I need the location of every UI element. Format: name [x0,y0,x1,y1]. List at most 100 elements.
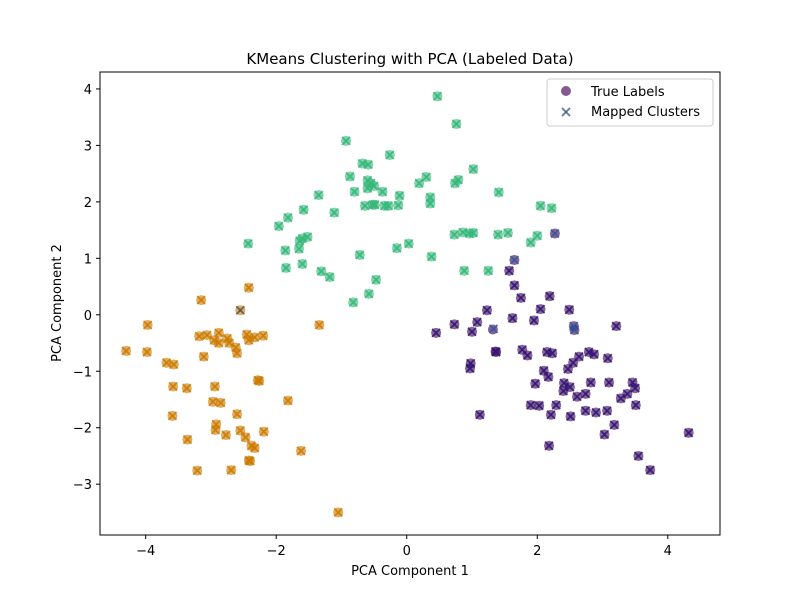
mapped-cluster-point [483,266,493,276]
mapped-cluster-point [254,376,264,386]
mapped-cluster-point [232,348,242,358]
y-tick-label: −3 [73,478,92,493]
mapped-cluster-point [392,243,402,253]
mapped-cluster-point [333,507,343,518]
mapped-cluster-point [475,410,485,420]
mapped-cluster-point [599,429,610,440]
mapped-cluster-point [551,400,561,410]
mapped-cluster-point [449,229,460,240]
mapped-cluster-point [377,187,388,197]
mapped-cluster-point [240,432,251,442]
mapped-cluster-point [296,446,306,456]
mapped-cluster-point [684,428,694,438]
mapped-cluster-point [226,465,236,475]
mapped-cluster-point [142,347,152,357]
mapped-cluster-point [451,119,461,129]
mapped-cluster-point [371,275,381,285]
mapped-cluster-point [143,320,153,330]
mapped-cluster-point [245,456,255,466]
mapped-cluster-point [491,347,501,357]
mapped-cluster-point [563,364,573,374]
mapped-cluster-point [259,427,269,437]
x-axis: −4 −2 0 2 4 [136,535,672,559]
mapped-cluster-point [385,150,395,160]
mapped-cluster-point [550,228,560,239]
mapped-cluster-point [364,289,374,299]
mapped-cluster-point [569,325,580,335]
mapped-cluster-point [404,239,414,249]
mapped-cluster-point [503,228,513,238]
mapped-cluster-point [432,91,443,101]
mapped-cluster-point [589,349,599,359]
y-tick-label: 0 [84,309,92,324]
mapped-cluster-point [313,190,324,200]
mapped-cluster-point [627,377,638,388]
mapped-cluster-point [121,346,131,356]
y-axis-label: PCA Component 2 [50,244,65,362]
points-layer [121,91,694,518]
mapped-cluster-point [210,381,220,392]
legend: True Labels Mapped Clusters [546,78,714,127]
mapped-cluster-point [565,411,576,422]
mapped-cluster-point [394,191,405,201]
mapped-cluster-point [168,381,178,392]
mapped-cluster-point [580,389,591,399]
legend-label-mapped-clusters: Mapped Clusters [591,105,700,120]
mapped-cluster-point [363,159,373,170]
mapped-cluster-point [547,348,557,358]
mapped-cluster-point [633,451,644,461]
mapped-cluster-point [224,338,234,348]
mapped-cluster-point [192,465,202,476]
x-tick-label: −4 [136,544,155,559]
mapped-cluster-point [209,335,219,345]
mapped-cluster-point [348,297,358,308]
mapped-cluster-point [349,187,360,197]
mapped-cluster-point [425,198,435,209]
mapped-cluster-point [622,389,632,399]
x-tick-label: −2 [267,544,286,559]
legend-marker-true-labels [561,86,571,96]
legend-marker-mapped-clusters [561,107,571,117]
mapped-cluster-point [468,228,478,238]
y-axis: −3 −2 −1 0 1 2 3 4 [73,83,100,493]
legend-box [546,78,714,127]
mapped-cluster-point [488,324,499,334]
legend-label-true-labels: True Labels [590,85,665,100]
mapped-cluster-point [580,406,591,416]
x-tick-label: 4 [664,544,672,559]
mapped-cluster-point [258,331,268,341]
mapped-cluster-point [603,353,613,363]
y-tick-label: 1 [84,252,92,267]
mapped-cluster-point [214,338,224,348]
mapped-cluster-point [214,328,224,338]
y-tick-label: −2 [73,422,92,437]
mapped-cluster-point [431,328,441,338]
mapped-cluster-point [196,295,206,305]
mapped-cluster-point [534,401,544,411]
mapped-cluster-point [208,397,218,407]
mapped-cluster-point [345,171,355,182]
mapped-cluster-point [221,430,231,440]
mapped-cluster-point [281,263,291,273]
mapped-cluster-point [631,400,641,410]
mapped-cluster-point [539,366,549,376]
mapped-cluster-point [283,213,293,223]
mapped-cluster-point [604,377,614,388]
mapped-cluster-point [274,221,284,231]
mapped-cluster-point [522,350,533,361]
mapped-cluster-point [210,425,221,435]
mapped-cluster-point [526,400,536,410]
mapped-cluster-point [216,398,226,408]
mapped-cluster-point [421,172,431,182]
mapped-cluster-point [370,200,380,210]
mapped-cluster-point [182,383,192,393]
mapped-cluster-point [297,259,307,269]
mapped-cluster-point [611,321,621,331]
mapped-cluster-point [369,181,379,191]
mapped-cluster-point [329,207,339,218]
mapped-cluster-point [298,205,309,215]
mapped-cluster-point [482,305,492,315]
mapped-cluster-point [572,392,582,402]
mapped-cluster-point [360,201,370,211]
mapped-cluster-point [616,393,626,403]
